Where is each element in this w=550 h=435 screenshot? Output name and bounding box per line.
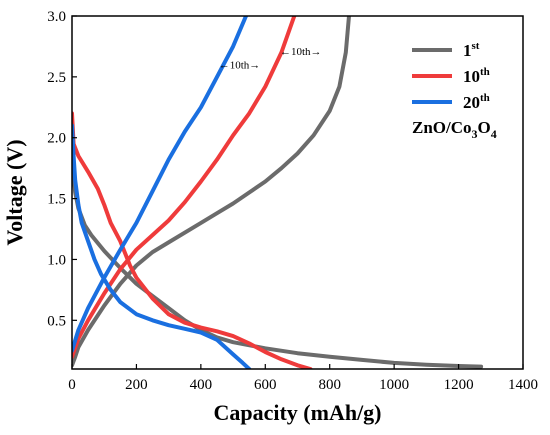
y-tick-label: 1.5 [47,192,66,208]
y-axis-title: Voltage (V) [2,139,27,245]
series-10th-charge-line [72,16,297,359]
material-label: ZnO/Co3O4 [412,118,497,141]
legend-label: 1st [463,40,480,60]
x-tick-label: 1400 [508,377,538,393]
x-tick-label: 1200 [444,377,474,393]
y-tick-label: 3.0 [47,9,66,25]
y-tick-label: 2.5 [47,70,66,86]
series-20th-discharge-line [72,123,252,369]
x-tick-label: 600 [254,377,277,393]
series-20th-charge-line [72,16,248,353]
plot-frame [71,15,524,370]
y-tick-label: 1.0 [47,252,66,268]
x-tick-label: 0 [68,377,76,393]
annotations: ←10th→ ←10th→ [219,46,322,71]
cycle-annotation: ←10th→ [219,59,261,71]
series-1st-discharge-line [72,160,484,369]
y-tick-label: 2.0 [47,131,66,147]
y-axis-ticks: 0.5 1.0 1.5 2.0 2.5 3.0 [47,9,77,329]
material-formula: ZnO/Co3O4 [412,118,497,141]
legend-label: 20th [463,92,490,112]
legend: 1st 10th 20th [412,40,490,112]
x-axis-title: Capacity (mAh/g) [213,400,381,425]
x-tick-label: 200 [125,377,148,393]
cycle-annotation: ←10th→ [280,46,322,58]
x-tick-label: 400 [190,377,213,393]
series-1st-charge-line [72,16,351,368]
x-tick-label: 800 [318,377,341,393]
y-tick-label: 0.5 [47,313,66,329]
series-layer [72,16,484,369]
legend-label: 10th [463,66,490,86]
x-tick-label: 1000 [379,377,409,393]
series-10th-discharge-line [72,111,313,369]
x-axis-ticks: 0 200 400 600 800 1000 1200 1400 [68,364,538,393]
